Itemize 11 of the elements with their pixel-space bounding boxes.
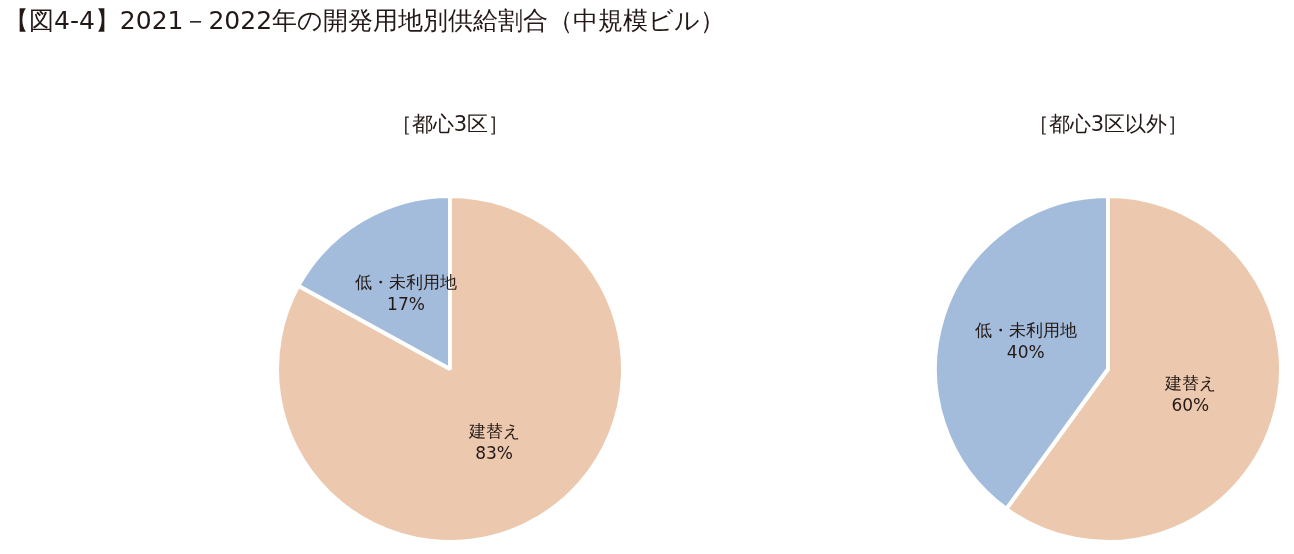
data-label: 40%	[1006, 341, 1045, 362]
slice-label: 建替え	[467, 420, 520, 441]
slice-label: 建替え	[1163, 373, 1216, 394]
data-label: 83%	[475, 442, 513, 463]
data-label: 60%	[1171, 395, 1210, 416]
slice-label: 低・未利用地	[354, 271, 457, 292]
chart-subtitle: ［都心3区以外］	[1026, 111, 1190, 138]
chart-subtitle: ［都心3区］	[389, 111, 511, 138]
slice-label: 低・未利用地	[974, 319, 1077, 340]
data-label: 17%	[387, 293, 425, 314]
chart-title: 【図4-4】2021－2022年の開発用地別供給割合（中規模ビル）	[4, 5, 726, 37]
